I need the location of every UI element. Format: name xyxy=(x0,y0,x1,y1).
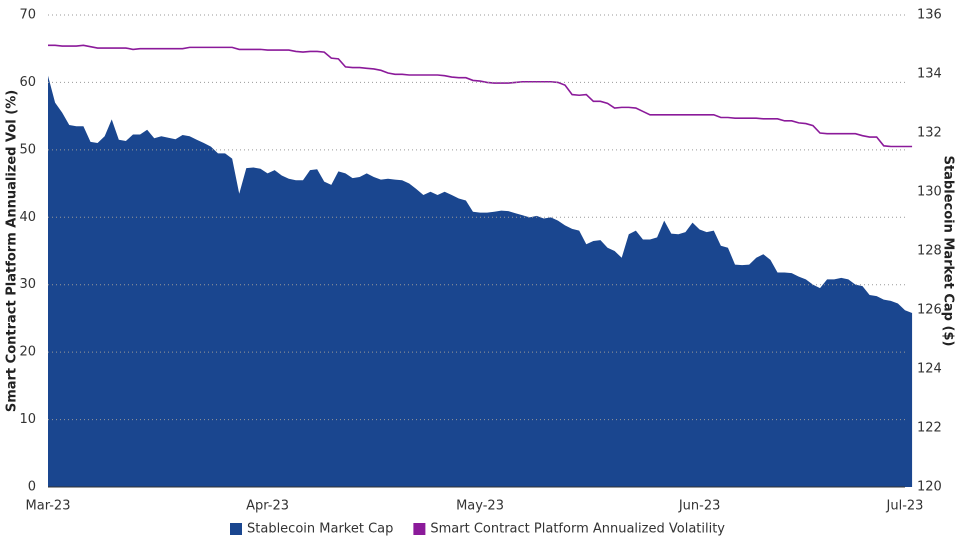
legend-label: Smart Contract Platform Annualized Volat… xyxy=(430,522,725,537)
y2-axis-title: Stablecoin Market Cap ($) xyxy=(941,156,956,347)
y2-tick-label: 130 xyxy=(917,185,942,200)
y2-tick-label: 136 xyxy=(917,8,942,23)
legend-swatch xyxy=(230,523,242,535)
y-tick-label: 20 xyxy=(19,345,36,360)
y-tick-label: 30 xyxy=(19,277,36,292)
y-tick-label: 50 xyxy=(19,142,36,157)
x-tick-label: Jul-23 xyxy=(886,499,924,514)
y-tick-label: 40 xyxy=(19,210,36,225)
y-axis-title: Smart Contract Platform Annualized Vol (… xyxy=(5,90,20,412)
grid xyxy=(48,14,905,421)
y2-tick-label: 128 xyxy=(917,244,942,259)
area xyxy=(48,75,913,488)
y2-tick-label: 124 xyxy=(917,362,942,377)
y2-tick-label: 132 xyxy=(917,126,942,141)
line xyxy=(48,44,913,148)
y-tick-label: 60 xyxy=(19,75,36,90)
y2-tick-label: 126 xyxy=(917,303,942,318)
x-tick-label: Mar-23 xyxy=(26,499,71,514)
x-tick-label: Apr-23 xyxy=(246,499,289,514)
x-tick-label: May-23 xyxy=(456,499,504,514)
y2-tick-label: 122 xyxy=(917,421,942,436)
y-tick-label: 0 xyxy=(28,480,36,495)
legend-swatch xyxy=(413,523,426,535)
y-tick-label: 70 xyxy=(19,8,36,23)
y-tick-label: 10 xyxy=(19,412,36,427)
legend-label: Stablecoin Market Cap xyxy=(247,522,393,537)
y2-tick-label: 134 xyxy=(917,67,942,82)
y2-tick-label: 120 xyxy=(917,480,942,495)
x-tick-label: Jun-23 xyxy=(678,499,721,514)
